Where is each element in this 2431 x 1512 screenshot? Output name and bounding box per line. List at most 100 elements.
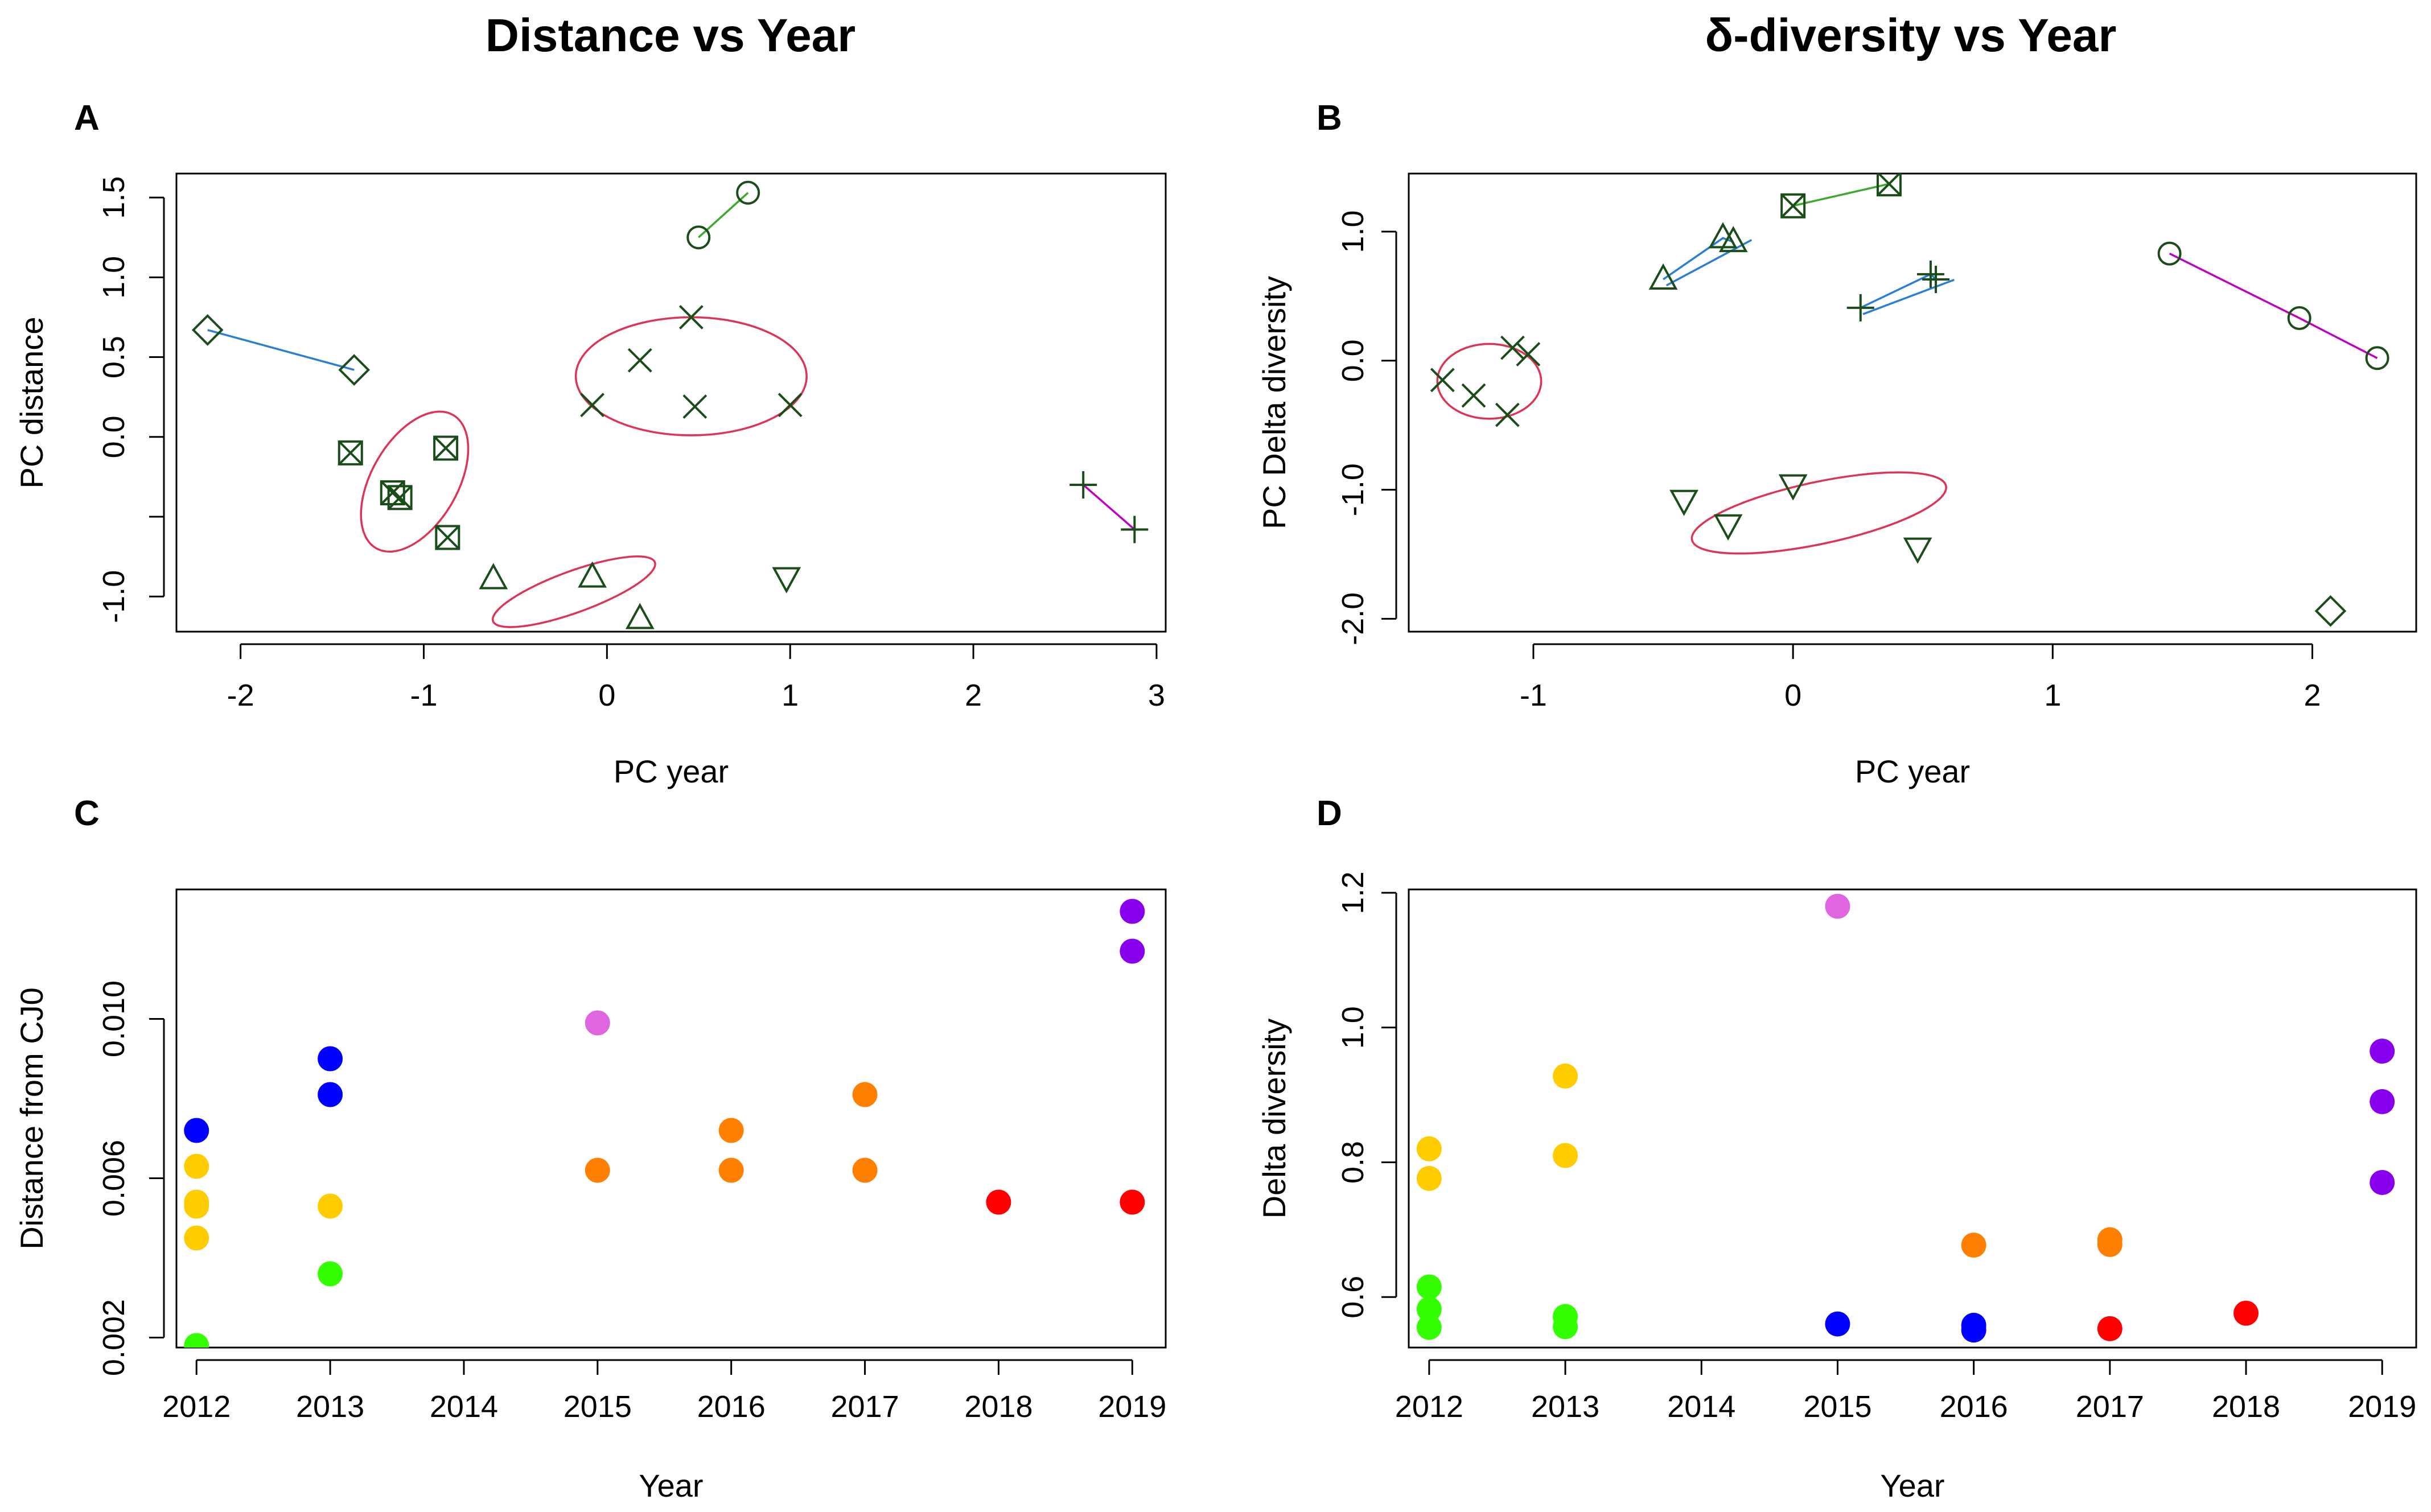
panel-b-plot: -1 0 1 2 -2.0 -1.0 0.0 1.0 PC year PC Delta diver… bbox=[1256, 172, 2417, 789]
data-point bbox=[1120, 1189, 1145, 1215]
cluster-ellipse bbox=[1690, 471, 1947, 555]
x-tick-label: 2012 bbox=[162, 1390, 231, 1424]
data-point-diamond bbox=[191, 314, 224, 346]
x-tick-label: 2013 bbox=[1531, 1390, 1599, 1424]
data-point-circle bbox=[2287, 306, 2311, 330]
y-tick-label: -1.0 bbox=[1336, 463, 1370, 516]
data-point-circle bbox=[2365, 346, 2389, 370]
x-tick-label: 2019 bbox=[2348, 1390, 2416, 1424]
data-point bbox=[2370, 1039, 2395, 1064]
x-tick-label: 1 bbox=[2044, 678, 2061, 712]
series-x bbox=[580, 305, 803, 419]
data-point bbox=[1961, 1233, 1986, 1258]
trajectory-line bbox=[207, 329, 355, 371]
y-tick-label: 0.8 bbox=[1336, 1141, 1370, 1184]
y-axis: 0.002 0.006 0.010 bbox=[97, 980, 165, 1376]
plot-area bbox=[191, 180, 1149, 629]
plot-frame bbox=[1408, 172, 2417, 633]
cluster-ellipse bbox=[491, 555, 656, 628]
data-point-x bbox=[1516, 342, 1541, 366]
data-point-boxx bbox=[380, 480, 405, 505]
data-point bbox=[184, 1333, 209, 1348]
x-tick-label: -1 bbox=[410, 678, 437, 712]
data-point-plus bbox=[1121, 516, 1149, 543]
data-point bbox=[1416, 1274, 1442, 1300]
data-point bbox=[1825, 1311, 1850, 1337]
data-point bbox=[1416, 1136, 1442, 1161]
data-point bbox=[318, 1046, 343, 1072]
trajectory-line bbox=[1083, 484, 1136, 530]
plot-frame bbox=[1408, 888, 2417, 1349]
x-axis: 2012 2013 2014 2015 2016 2017 2018 2019 bbox=[1395, 1359, 2416, 1424]
data-point bbox=[2233, 1300, 2259, 1326]
trajectory-line bbox=[2169, 253, 2378, 359]
data-point-circle bbox=[2157, 241, 2182, 266]
y-axis: -1.0 0.0 0.5 1.0 1.5 bbox=[97, 176, 165, 623]
cluster-ellipse bbox=[1436, 343, 1542, 420]
data-point-triangle-down bbox=[1669, 489, 1698, 516]
right-column-title: δ-diversity vs Year bbox=[1705, 10, 2117, 61]
panel-d-plot: 2012 2013 2014 2015 2016 2017 2018 2019 0.6 0.8 1.… bbox=[1256, 871, 2417, 1503]
series-triangle bbox=[479, 561, 655, 629]
data-point-boxx bbox=[435, 525, 460, 550]
data-point bbox=[318, 1193, 343, 1219]
data-point-plus bbox=[1070, 471, 1097, 498]
panel-letter-a: A bbox=[74, 98, 100, 138]
x-tick-label: 2019 bbox=[1098, 1390, 1166, 1424]
data-point-x bbox=[1430, 368, 1455, 393]
data-point-triangle-down bbox=[1778, 474, 1808, 501]
data-point-x bbox=[1500, 335, 1525, 360]
y-tick-label: 1.0 bbox=[97, 256, 131, 299]
data-point-triangle bbox=[1718, 226, 1748, 253]
data-point-plus bbox=[1922, 265, 1950, 293]
y-axis-title: Delta diversity bbox=[1256, 1019, 1292, 1219]
data-point bbox=[585, 1157, 610, 1183]
x-axis: 2012 2013 2014 2015 2016 2017 2018 2019 bbox=[162, 1359, 1166, 1424]
y-axis-title: PC Delta diversity bbox=[1256, 276, 1292, 529]
plot-area bbox=[1416, 893, 2395, 1343]
data-point-boxx bbox=[1780, 193, 1806, 219]
trajectory-line bbox=[1792, 183, 1890, 207]
y-tick-label: 1.0 bbox=[1336, 1006, 1370, 1049]
trajectory-arrow-line bbox=[1665, 239, 1753, 287]
data-point bbox=[1961, 1317, 1986, 1343]
x-tick-label: 2016 bbox=[1940, 1390, 2008, 1424]
panel-letter-d: D bbox=[1317, 794, 1342, 833]
data-point-boxx bbox=[338, 440, 363, 465]
y-tick-label: 0.0 bbox=[1336, 339, 1370, 382]
data-point bbox=[184, 1193, 209, 1219]
data-point-x bbox=[682, 394, 708, 419]
series-diamond bbox=[191, 314, 371, 386]
plot-area bbox=[1430, 174, 2389, 627]
y-tick-label: 0.010 bbox=[97, 980, 131, 1057]
x-tick-label: 0 bbox=[1784, 678, 1801, 712]
y-tick-label: 1.2 bbox=[1336, 871, 1370, 914]
cluster-ellipse bbox=[360, 410, 470, 553]
trajectory-arrow-line bbox=[1862, 278, 1955, 315]
data-point bbox=[2097, 1316, 2123, 1341]
data-point bbox=[718, 1118, 744, 1143]
data-point bbox=[852, 1082, 878, 1107]
x-tick-label: 2016 bbox=[697, 1390, 766, 1424]
series-plus bbox=[1070, 471, 1149, 543]
series-x bbox=[1430, 335, 1541, 427]
trajectory-line bbox=[1663, 237, 1734, 281]
x-tick-label: 2013 bbox=[296, 1390, 364, 1424]
plot-frame bbox=[175, 888, 1167, 1349]
x-tick-label: 3 bbox=[1148, 678, 1165, 712]
y-tick-label: -2.0 bbox=[1336, 592, 1370, 645]
y-axis-title: PC distance bbox=[14, 317, 50, 489]
x-tick-label: 2014 bbox=[1667, 1390, 1735, 1424]
series-triangle-down bbox=[772, 567, 801, 594]
data-point-triangle bbox=[578, 561, 607, 588]
data-point bbox=[1416, 1165, 1442, 1191]
series-plus bbox=[1846, 260, 1955, 322]
data-point-triangle bbox=[1648, 263, 1678, 290]
data-point-triangle-down bbox=[1713, 514, 1743, 541]
data-point-boxx bbox=[387, 485, 413, 510]
data-point bbox=[184, 1118, 209, 1143]
data-point-x bbox=[580, 393, 605, 418]
data-point-circle bbox=[736, 180, 760, 205]
x-tick-label: 2015 bbox=[563, 1390, 632, 1424]
